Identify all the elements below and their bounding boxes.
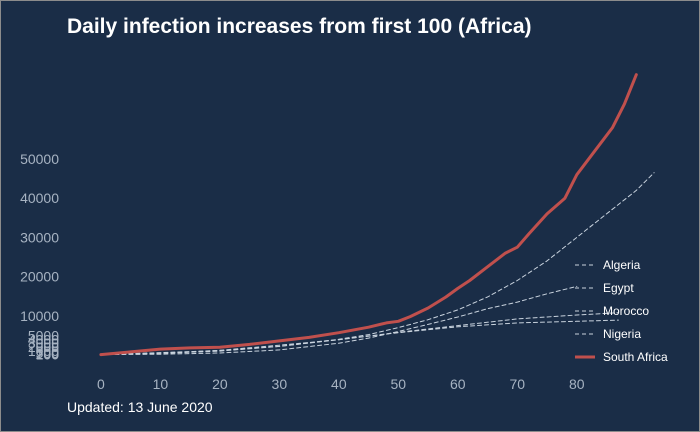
y-tick-label: 200: [36, 346, 60, 362]
x-tick-label: 0: [97, 376, 105, 392]
series-lines: [99, 73, 655, 357]
updated-note: Updated: 13 June 2020: [67, 399, 213, 415]
y-tick-label: 50000: [20, 151, 59, 167]
y-tick-label: 500: [36, 345, 60, 361]
x-tick-label: 10: [153, 376, 169, 392]
chart-title: Daily infection increases from first 100…: [67, 15, 532, 38]
y-tick-label: 30000: [20, 229, 59, 245]
x-tick-label: 50: [391, 376, 407, 392]
legend-label-nigeria: Nigeria: [603, 327, 641, 341]
legend-label-egypt: Egypt: [603, 281, 634, 295]
legend: Algeria Egypt Morocco Nigeria South Africa: [575, 258, 668, 364]
y-tick-label: 5000: [28, 327, 59, 343]
x-axis-ticks: 0 10 20 30 40 50 60 70 80: [97, 376, 585, 392]
y-tick-label: 40000: [20, 190, 59, 206]
y-tick-label: 100: [36, 347, 60, 363]
legend-label-morocco: Morocco: [603, 304, 649, 318]
series-line-nigeria: [100, 285, 578, 356]
series-line-egypt: [100, 172, 655, 356]
x-tick-label: 20: [212, 376, 228, 392]
x-tick-label: 80: [569, 376, 585, 392]
x-tick-label: 40: [331, 376, 347, 392]
y-tick-label: 3000: [28, 335, 59, 351]
legend-label-algeria: Algeria: [603, 258, 641, 272]
x-tick-label: 30: [272, 376, 288, 392]
x-tick-label: 70: [509, 376, 525, 392]
y-tick-label: 2000: [28, 339, 59, 355]
series-line-morocco: [100, 319, 619, 356]
y-tick-label: 10000: [20, 308, 59, 324]
y-tick-label: 4000: [28, 331, 59, 347]
legend-label-south-africa: South Africa: [603, 350, 668, 364]
y-tick-label: 20000: [20, 269, 59, 285]
series-line-south-africa: [99, 73, 638, 357]
y-tick-label: 1000: [28, 343, 59, 359]
x-tick-label: 60: [450, 376, 466, 392]
